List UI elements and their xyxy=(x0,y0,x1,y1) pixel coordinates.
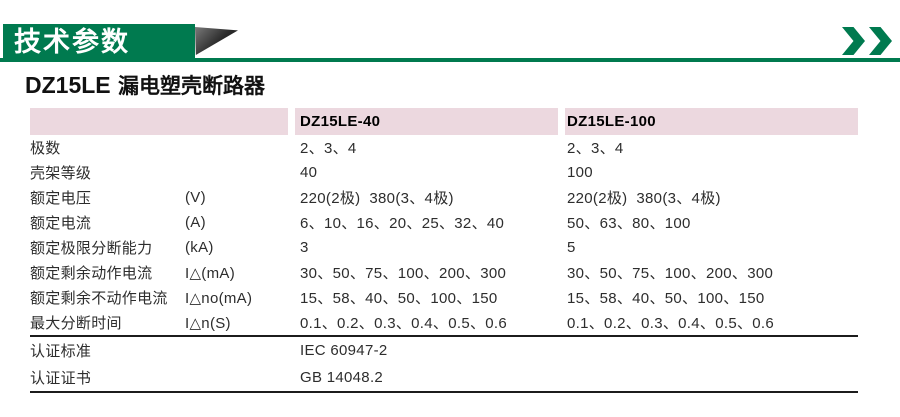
row-label: 极数 xyxy=(30,140,61,157)
row-value-dz100: 2、3、4 xyxy=(567,140,624,157)
row-value-dz40: 3 xyxy=(300,239,309,256)
row-label: 额定剩余动作电流 xyxy=(30,265,153,282)
row-value-dz40: 15、58、40、50、100、150 xyxy=(300,290,498,307)
row-value-dz100: 50、63、80、100 xyxy=(567,215,691,232)
row-unit: (V) xyxy=(185,189,206,206)
chevron-right-icon xyxy=(842,27,865,55)
row-label: 最大分断时间 xyxy=(30,315,122,332)
row-unit: I△no(mA) xyxy=(185,289,253,307)
row-unit xyxy=(185,160,288,185)
row-unit: (kA) xyxy=(185,239,214,256)
section-banner: 技术参数 xyxy=(3,24,195,60)
cert-row-value: GB 14048.2 xyxy=(300,369,384,386)
chevron-right-icon xyxy=(869,27,892,55)
cert-row-value: IEC 60947-2 xyxy=(300,342,388,359)
banner-wedge-decoration xyxy=(195,27,238,55)
row-value-dz40: 220(2极) 380(3、4极) xyxy=(300,190,454,207)
product-model: DZ15LE xyxy=(25,72,111,98)
row-value-dz40: 40 xyxy=(300,164,318,181)
column-header-dz15le-40: DZ15LE-40 xyxy=(295,108,558,135)
section-banner-title: 技术参数 xyxy=(14,27,130,57)
row-value-dz40: 30、50、75、100、200、300 xyxy=(300,265,507,282)
double-chevron-icon xyxy=(842,27,892,55)
row-value-dz100: 0.1、0.2、0.3、0.4、0.5、0.6 xyxy=(567,315,775,332)
row-value-dz100: 30、50、75、100、200、300 xyxy=(567,265,774,282)
row-value-dz100: 100 xyxy=(567,164,593,181)
cert-row-label: 认证标准 xyxy=(30,343,92,360)
row-value-dz100: 220(2极) 380(3、4极) xyxy=(567,190,721,207)
table-header-empty xyxy=(30,108,288,135)
row-label: 额定电压 xyxy=(30,190,92,207)
row-label: 额定极限分断能力 xyxy=(30,240,153,257)
header-divider-line xyxy=(0,58,900,62)
row-label: 额定电流 xyxy=(30,215,92,232)
cert-row-unit-empty xyxy=(185,364,288,391)
table-rule-top xyxy=(30,335,858,337)
row-unit: (A) xyxy=(185,214,206,231)
cert-row-label: 认证证书 xyxy=(30,370,92,387)
column-header-dz15le-100: DZ15LE-100 xyxy=(565,108,858,135)
cert-row-unit-empty xyxy=(185,337,288,364)
page-title: DZ15LE 漏电塑壳断路器 xyxy=(25,70,265,100)
row-value-dz40: 2、3、4 xyxy=(300,140,357,157)
column-gap xyxy=(288,108,295,135)
table-rule-bottom xyxy=(30,391,858,393)
row-unit: I△n(S) xyxy=(185,314,231,332)
row-unit xyxy=(185,135,288,160)
column-gap xyxy=(558,108,565,135)
row-value-dz40: 0.1、0.2、0.3、0.4、0.5、0.6 xyxy=(300,315,508,332)
row-label: 壳架等级 xyxy=(30,165,92,182)
spec-table: DZ15LE-40 DZ15LE-100 极数 2、3、4 2、3、4 壳架等级… xyxy=(30,108,858,393)
row-value-dz40: 6、10、16、20、25、32、40 xyxy=(300,215,505,232)
row-unit: I△(mA) xyxy=(185,264,235,282)
product-name: 漏电塑壳断路器 xyxy=(110,73,265,98)
row-value-dz100: 15、58、40、50、100、150 xyxy=(567,290,765,307)
row-value-dz100: 5 xyxy=(567,239,576,256)
row-label: 额定剩余不动作电流 xyxy=(30,290,168,307)
